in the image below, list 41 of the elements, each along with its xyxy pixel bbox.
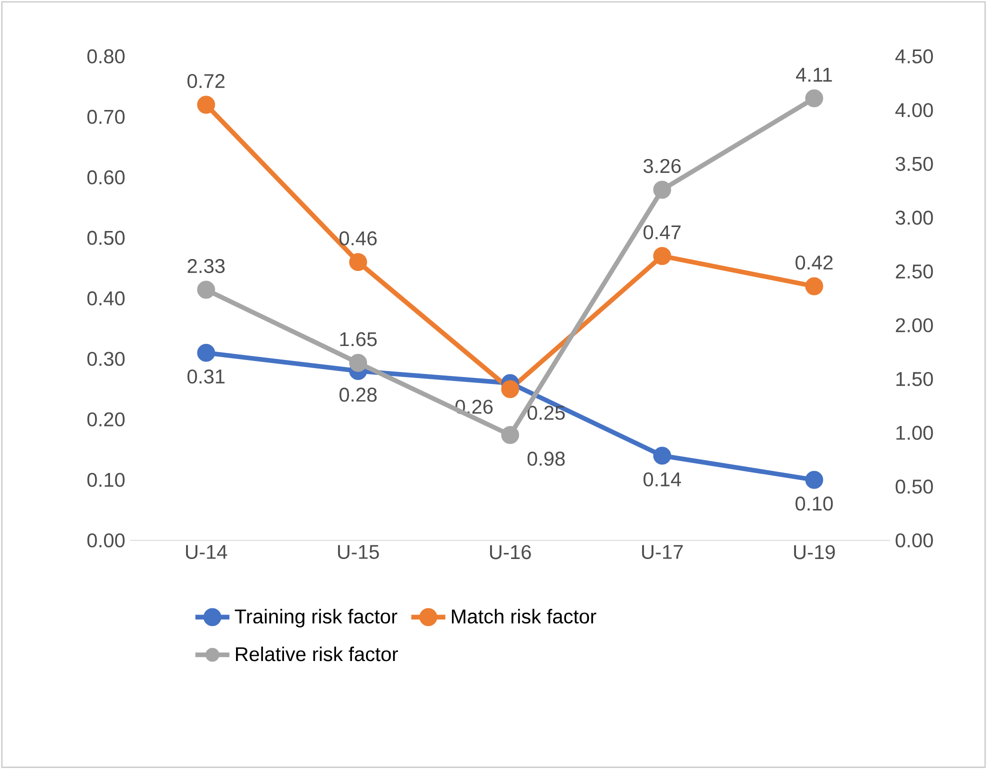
y2-tick-label: 0.00: [896, 533, 933, 548]
y-tick-label: 0.80: [87, 49, 125, 64]
data-label: 0.47: [644, 225, 681, 240]
y-tick-label: 0.30: [87, 352, 125, 366]
x-tick-label: U-17: [642, 545, 683, 559]
legend-label: Relative risk factor: [236, 646, 398, 662]
y2-tick-label: 2.50: [896, 264, 933, 278]
y2-tick-label: 1.50: [896, 372, 933, 386]
data-label: 0.72: [187, 74, 225, 88]
data-label: 4.11: [796, 68, 832, 82]
data-label: 3.26: [644, 158, 681, 173]
data-label: 0.98: [528, 452, 565, 466]
data-label: 2.33: [188, 258, 225, 274]
y-tick-label: 0.50: [87, 230, 125, 245]
y-tick-label: 0.10: [87, 472, 125, 487]
data-label: 0.10: [796, 496, 833, 511]
y-tick-label: 0.60: [87, 170, 125, 184]
data-label: 1.65: [340, 332, 377, 346]
data-label: 0.46: [339, 231, 377, 246]
y2-tick-label: 0.50: [896, 479, 933, 494]
y2-tick-label: 2.00: [896, 318, 933, 332]
y-tick-label: 0.70: [87, 110, 125, 124]
y2-tick-label: 4.00: [895, 102, 933, 118]
y2-tick-label: 1.00: [896, 426, 933, 440]
legend-label: Training risk factor: [234, 608, 398, 628]
data-label: 0.14: [644, 472, 681, 486]
x-tick-label: U-19: [794, 545, 835, 560]
data-label: 0.25: [528, 406, 565, 420]
data-label: 0.42: [796, 255, 833, 270]
x-tick-label: U-14: [186, 545, 228, 559]
y-tick-label: 0.40: [87, 291, 125, 306]
y-tick-label: 0.00: [87, 533, 125, 548]
legend-label: Match risk factor: [452, 608, 596, 624]
x-tick-label: U-16: [490, 545, 531, 560]
y2-tick-label: 3.00: [896, 210, 933, 225]
x-tick-label: U-15: [338, 545, 379, 559]
data-label: 0.28: [339, 388, 377, 402]
y2-tick-label: 4.50: [895, 49, 933, 64]
data-label: 0.31: [187, 369, 225, 384]
y-tick-label: 0.20: [87, 412, 125, 426]
y2-tick-label: 3.50: [896, 156, 933, 171]
